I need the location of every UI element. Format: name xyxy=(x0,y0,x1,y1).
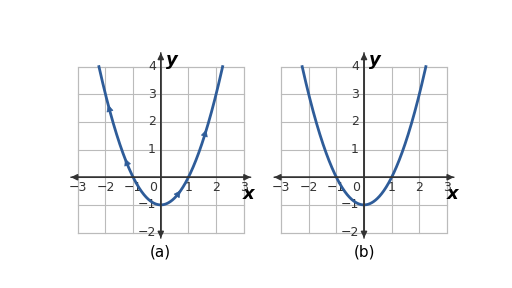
Text: 0: 0 xyxy=(148,181,157,194)
Text: 2: 2 xyxy=(415,181,423,194)
Text: −1: −1 xyxy=(327,181,346,194)
Text: y: y xyxy=(166,52,178,69)
Text: x: x xyxy=(446,185,458,203)
Text: −2: −2 xyxy=(137,226,156,239)
Text: −2: −2 xyxy=(340,226,359,239)
Text: 2: 2 xyxy=(212,181,220,194)
Text: 3: 3 xyxy=(148,88,156,101)
Text: y: y xyxy=(369,52,381,69)
Text: 2: 2 xyxy=(351,115,359,128)
Text: −1: −1 xyxy=(340,198,359,211)
Text: 1: 1 xyxy=(351,143,359,156)
Text: 1: 1 xyxy=(388,181,396,194)
Text: −1: −1 xyxy=(137,198,156,211)
Text: −1: −1 xyxy=(124,181,142,194)
Text: 4: 4 xyxy=(351,60,359,73)
Text: 0: 0 xyxy=(352,181,360,194)
Text: 1: 1 xyxy=(184,181,193,194)
Text: −2: −2 xyxy=(300,181,318,194)
Text: 1: 1 xyxy=(148,143,156,156)
Text: −3: −3 xyxy=(272,181,290,194)
Text: 4: 4 xyxy=(148,60,156,73)
Text: 2: 2 xyxy=(148,115,156,128)
Text: −3: −3 xyxy=(69,181,87,194)
Text: 3: 3 xyxy=(240,181,248,194)
Text: −2: −2 xyxy=(96,181,115,194)
Text: 3: 3 xyxy=(351,88,359,101)
Text: x: x xyxy=(243,185,255,203)
Text: (a): (a) xyxy=(150,245,172,260)
Text: (b): (b) xyxy=(353,245,375,260)
Text: 3: 3 xyxy=(443,181,451,194)
